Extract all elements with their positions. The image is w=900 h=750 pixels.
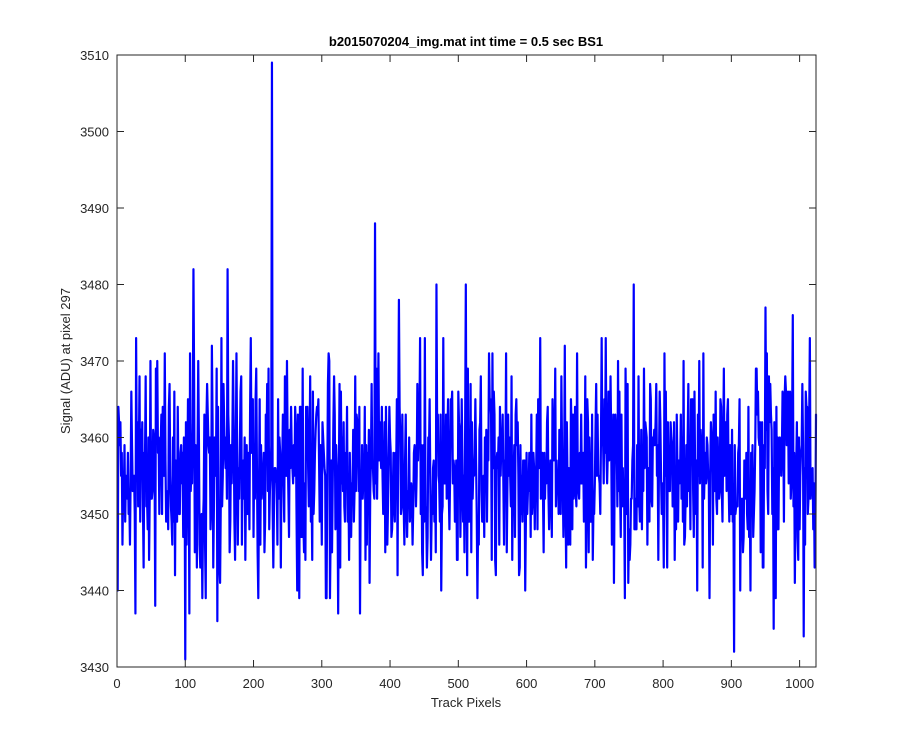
series-layer: [116, 61, 818, 661]
axes-box: [116, 54, 817, 668]
x-tick-label: 1000: [785, 676, 814, 691]
y-tick-label: 3440: [80, 584, 109, 599]
x-tick-label: 200: [243, 676, 265, 691]
series-line: [116, 61, 818, 661]
x-tick-label: 0: [113, 676, 120, 691]
y-tick-label: 3500: [80, 125, 109, 140]
y-tick-label: 3510: [80, 48, 109, 63]
y-tick-label: 3480: [80, 278, 109, 293]
x-axis-label: Track Pixels: [431, 695, 502, 710]
x-tick-labels: 0 100 200 300 400 500 600 700 800 900 1000: [113, 676, 814, 691]
x-tick-label: 100: [174, 676, 196, 691]
chart-title: b2015070204_img.mat int time = 0.5 sec B…: [329, 34, 603, 49]
x-tick-label: 800: [652, 676, 674, 691]
y-tick-label: 3430: [80, 660, 109, 675]
x-tick-label: 600: [516, 676, 538, 691]
x-tick-label: 900: [721, 676, 743, 691]
y-tick-label: 3470: [80, 354, 109, 369]
y-tick-label: 3450: [80, 507, 109, 522]
x-tick-label: 400: [379, 676, 401, 691]
y-tick-labels: 3430 3440 3450 3460 3470 3480 3490 3500 3510: [80, 48, 109, 675]
y-tick-label: 3460: [80, 431, 109, 446]
x-tick-label: 700: [584, 676, 606, 691]
y-axis-label: Signal (ADU) at pixel 297: [58, 288, 73, 434]
x-tick-label: 300: [311, 676, 333, 691]
y-tick-label: 3490: [80, 201, 109, 216]
x-tick-label: 500: [447, 676, 469, 691]
